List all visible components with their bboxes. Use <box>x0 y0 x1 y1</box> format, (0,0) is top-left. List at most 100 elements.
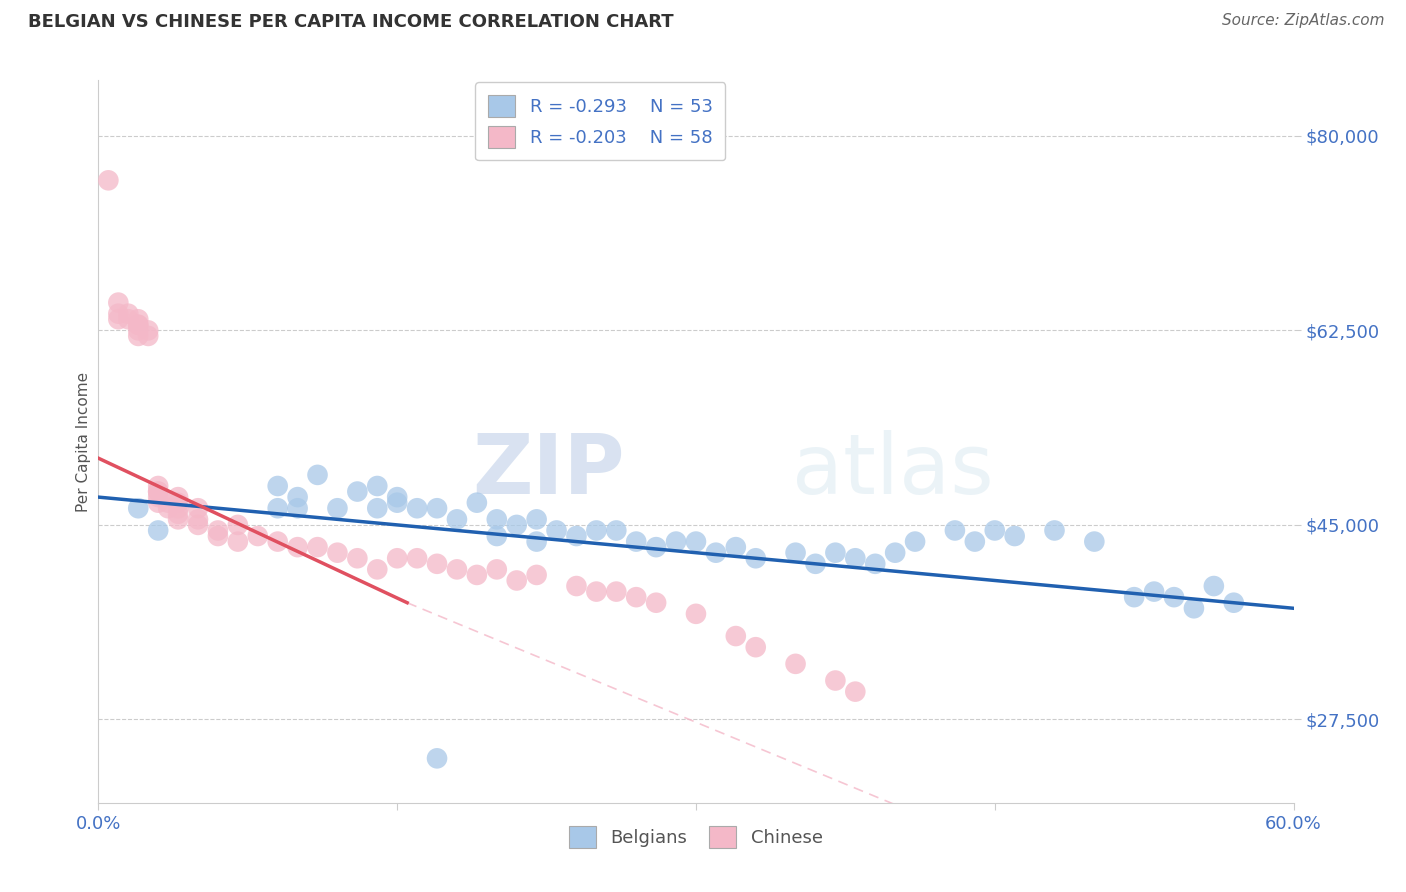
Point <box>426 751 449 765</box>
Point <box>385 551 409 566</box>
Point <box>1083 534 1105 549</box>
Point <box>267 501 290 516</box>
Point <box>1004 529 1026 543</box>
Point <box>187 517 209 532</box>
Point <box>127 318 149 332</box>
Point <box>465 496 488 510</box>
Point <box>167 507 190 521</box>
Point <box>785 657 807 671</box>
Point <box>1202 579 1225 593</box>
Point <box>804 557 827 571</box>
Point <box>565 579 588 593</box>
Point <box>287 540 309 554</box>
Point <box>963 534 986 549</box>
Point <box>406 501 429 516</box>
Point <box>724 629 747 643</box>
Point <box>904 534 927 549</box>
Point <box>136 323 159 337</box>
Point <box>148 484 170 499</box>
Point <box>1123 590 1146 604</box>
Point <box>157 496 180 510</box>
Point <box>187 512 209 526</box>
Point <box>148 479 170 493</box>
Point <box>97 173 120 187</box>
Point <box>307 467 329 482</box>
Point <box>665 534 688 549</box>
Point <box>645 596 668 610</box>
Point <box>1043 524 1066 538</box>
Point <box>267 534 290 549</box>
Point <box>526 512 548 526</box>
Point <box>167 512 190 526</box>
Point <box>246 529 269 543</box>
Point <box>346 484 368 499</box>
Point <box>127 312 149 326</box>
Point <box>605 584 627 599</box>
Point <box>127 329 149 343</box>
Y-axis label: Per Capita Income: Per Capita Income <box>76 371 91 512</box>
Text: Source: ZipAtlas.com: Source: ZipAtlas.com <box>1222 13 1385 29</box>
Point <box>585 524 607 538</box>
Point <box>167 490 190 504</box>
Point <box>984 524 1007 538</box>
Point <box>136 329 159 343</box>
Point <box>148 484 170 499</box>
Point <box>546 524 568 538</box>
Point <box>207 524 229 538</box>
Point <box>465 568 488 582</box>
Point <box>385 490 409 504</box>
Point <box>127 501 149 516</box>
Point <box>107 312 129 326</box>
Point <box>824 673 846 688</box>
Point <box>785 546 807 560</box>
Point <box>844 684 866 698</box>
Point <box>1163 590 1185 604</box>
Point <box>107 307 129 321</box>
Point <box>366 562 388 576</box>
Point <box>326 501 349 516</box>
Point <box>267 479 290 493</box>
Text: atlas: atlas <box>792 430 993 511</box>
Point <box>366 501 388 516</box>
Point <box>426 557 449 571</box>
Point <box>565 529 588 543</box>
Point <box>346 551 368 566</box>
Point <box>406 551 429 566</box>
Point <box>745 551 768 566</box>
Point <box>207 529 229 543</box>
Point <box>148 496 170 510</box>
Point <box>446 512 468 526</box>
Point <box>366 479 388 493</box>
Point <box>287 490 309 504</box>
Point <box>127 318 149 332</box>
Point <box>626 590 648 604</box>
Point <box>865 557 887 571</box>
Point <box>117 312 139 326</box>
Point <box>446 562 468 576</box>
Point <box>824 546 846 560</box>
Point <box>884 546 907 560</box>
Point <box>605 524 627 538</box>
Point <box>704 546 727 560</box>
Point <box>745 640 768 655</box>
Point <box>844 551 866 566</box>
Point <box>506 574 529 588</box>
Point <box>645 540 668 554</box>
Point <box>287 501 309 516</box>
Point <box>685 534 707 549</box>
Point <box>685 607 707 621</box>
Point <box>485 529 508 543</box>
Point <box>167 496 190 510</box>
Text: ZIP: ZIP <box>472 430 624 511</box>
Point <box>148 524 170 538</box>
Text: BELGIAN VS CHINESE PER CAPITA INCOME CORRELATION CHART: BELGIAN VS CHINESE PER CAPITA INCOME COR… <box>28 13 673 31</box>
Point <box>326 546 349 560</box>
Point <box>1143 584 1166 599</box>
Point <box>107 295 129 310</box>
Point <box>485 512 508 526</box>
Legend: Belgians, Chinese: Belgians, Chinese <box>558 815 834 859</box>
Point <box>157 501 180 516</box>
Point <box>526 568 548 582</box>
Point <box>426 501 449 516</box>
Point <box>526 534 548 549</box>
